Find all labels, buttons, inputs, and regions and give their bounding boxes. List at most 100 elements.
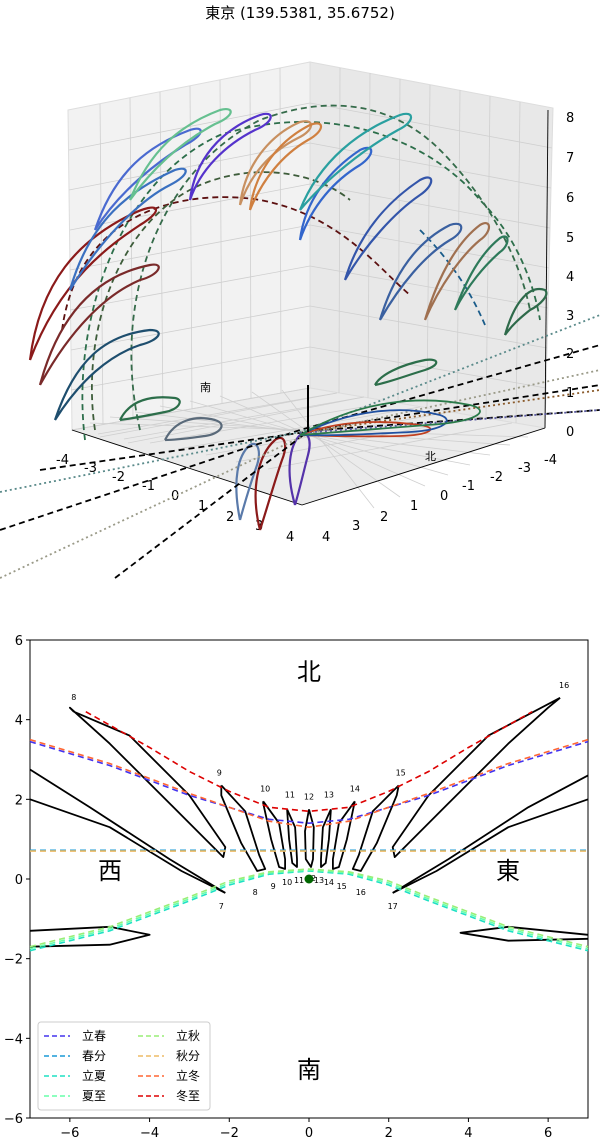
loop-3d: [288, 432, 311, 506]
z-tick: 3: [566, 309, 574, 324]
hour-label: 10: [260, 784, 270, 793]
y-ticks: -4 -3 -2 -1 0 1 2 3 4: [322, 453, 557, 545]
x-tick: -3: [84, 461, 97, 476]
y-tick: -1: [462, 479, 475, 494]
y-tick: 0: [440, 489, 448, 504]
floor-dotted: [0, 369, 600, 579]
arc-darkgreen-3: [91, 171, 351, 431]
legend-label: 夏至: [82, 1089, 106, 1103]
analemma-loop: [286, 808, 298, 868]
direction-north-3d: 北: [425, 450, 436, 463]
legend-label: 立春: [82, 1028, 106, 1043]
x-tick: -4: [56, 453, 69, 468]
loop-3d: [235, 442, 260, 521]
y-tick: -3: [518, 461, 531, 476]
loop-3d: [298, 112, 413, 211]
series-line: [85, 711, 533, 813]
y-tick-label: −2: [4, 953, 23, 968]
legend-label: 秋分: [176, 1049, 200, 1063]
analemma-loops-2d: [29, 697, 589, 948]
analemma-loop: [262, 800, 286, 870]
z-tick: 5: [566, 231, 574, 246]
center-dot: [304, 874, 314, 884]
hour-label: 15: [396, 768, 406, 777]
series-line: [29, 738, 589, 829]
y-tick-label: −6: [4, 1112, 23, 1127]
y-tick: 4: [322, 530, 330, 545]
legend-label: 春分: [82, 1049, 106, 1063]
hour-labels: 89101112131415167891011121314151617: [71, 681, 569, 911]
x-tick: 2: [226, 510, 234, 525]
y-tick-label: 6: [15, 634, 23, 649]
hour-label: 16: [559, 681, 569, 690]
x-tick: -1: [142, 479, 155, 494]
analemma-loop: [69, 706, 227, 858]
direction-south-3d: 南: [200, 381, 211, 394]
loop-3d: [374, 358, 438, 387]
direction-north: 北: [297, 658, 321, 686]
y-tick-label: 2: [15, 793, 23, 808]
floor-dotted: [299, 409, 600, 434]
analemma-loop: [304, 809, 315, 868]
x-tick-label: −4: [140, 1126, 159, 1141]
analemma-loop: [391, 697, 561, 858]
floor-dashed: [0, 344, 600, 531]
loop-3d: [68, 167, 187, 291]
y-tick: 1: [410, 499, 418, 514]
hour-label: 15: [337, 882, 347, 891]
loop-3d: [188, 112, 272, 201]
series-line: [29, 740, 589, 825]
loop-3d: [38, 263, 160, 386]
hour-label: 9: [217, 768, 222, 777]
z-tick: 6: [566, 191, 574, 206]
x-tick-label: −2: [220, 1126, 239, 1141]
legend-label: 立冬: [176, 1068, 200, 1083]
direction-west: 西: [98, 857, 122, 885]
z-tick: 2: [566, 347, 574, 362]
legend-label: 立秋: [176, 1028, 200, 1043]
season-curves: [29, 711, 589, 952]
loop-3d: [248, 122, 323, 211]
y-tick-label: 0: [15, 873, 23, 888]
floor-dotted: [0, 314, 600, 493]
hour-label: 8: [253, 888, 258, 897]
z-tick: 7: [566, 151, 574, 166]
analemma-loop: [29, 798, 226, 894]
y-tick: -4: [544, 453, 557, 468]
loop-3d: [453, 235, 509, 311]
y-tick: -2: [490, 470, 503, 485]
loop-3d: [423, 222, 491, 321]
x-tick-label: 6: [544, 1126, 552, 1141]
loop-3d: [343, 176, 433, 281]
x-tick: -2: [112, 470, 125, 485]
analemma-loop: [459, 925, 589, 942]
hour-label: 13: [324, 790, 334, 799]
x-tick-label: 4: [464, 1126, 472, 1141]
analemma-loop: [351, 784, 400, 872]
analemma-loop: [320, 808, 332, 868]
loop-3d: [503, 287, 548, 336]
loop-3d: [378, 222, 463, 321]
analemma-loop: [29, 925, 151, 948]
loop-3d: [128, 108, 232, 201]
x-tick: 1: [198, 499, 206, 514]
z-tick: 0: [566, 425, 574, 440]
arc-darkred: [61, 196, 411, 331]
y-tick: 3: [352, 519, 360, 534]
hour-label: 12: [304, 792, 314, 801]
hour-label: 8: [71, 693, 76, 702]
analemma-loop: [392, 774, 589, 894]
hour-label: 14: [350, 784, 360, 793]
z-tick: 4: [566, 270, 574, 285]
hour-label: 7: [219, 902, 224, 911]
floor-lines-3d: [0, 314, 600, 579]
axis-ticks-2d: −6 −4 −2 0 2 4 6 −6 −4 −2 0 2 4 6: [4, 634, 552, 1141]
z-tick: 1: [566, 386, 574, 401]
hour-label: 11: [294, 876, 304, 885]
hour-label: 17: [388, 902, 398, 911]
analemmas-3d: [28, 108, 548, 531]
hour-label: 14: [324, 878, 334, 887]
loop-3d: [164, 417, 223, 442]
series-line: [29, 868, 589, 948]
